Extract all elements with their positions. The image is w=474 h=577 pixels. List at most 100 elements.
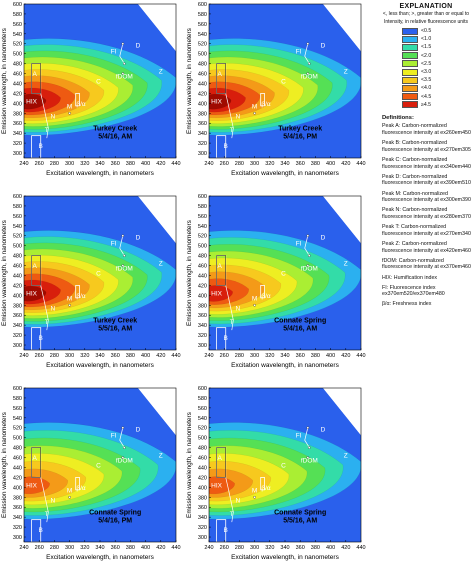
region-label: A (217, 71, 222, 78)
y-tick-label: 580 (198, 204, 207, 210)
eem-plot: A B C D TN M β/α HIX FI fDOM Z 240 260 280 300 320 340 36… (1, 194, 181, 369)
x-tick-label: 380 (311, 161, 320, 167)
region-label: β/α (261, 101, 271, 108)
hix-line (40, 477, 49, 523)
region-label: A (217, 263, 222, 270)
peak-a-box (31, 63, 41, 94)
peak-region-box (75, 477, 80, 491)
fi-line (304, 427, 310, 448)
x-tick-label: 420 (341, 161, 350, 167)
x-axis-label: Excitation wavelength, in nanometers (46, 362, 154, 369)
region-label: N (51, 305, 56, 312)
region-label: B (39, 335, 43, 342)
y-tick-label: 600 (198, 2, 207, 8)
definition-item: Peak T: Carbon-normalized fluorescence i… (382, 224, 471, 237)
y-tick-label: 560 (13, 214, 22, 220)
peak-point (306, 72, 310, 75)
x-tick-label: 420 (156, 545, 165, 551)
peak-a-box (216, 255, 226, 286)
region-label: D (136, 427, 141, 434)
peak-point (306, 456, 310, 459)
y-tick-label: 320 (13, 141, 22, 147)
fi-line (304, 235, 310, 256)
legend-swatch (402, 60, 418, 68)
legend-level-label: ≥4.5 (421, 101, 432, 108)
x-tick-label: 380 (126, 353, 135, 359)
peak-region-box (260, 93, 265, 107)
region-label: FI (111, 433, 117, 440)
x-tick-label: 240 (19, 161, 28, 167)
y-tick-label: 600 (198, 194, 207, 200)
y-tick-label: 540 (198, 224, 207, 230)
x-axis-label: Excitation wavelength, in nanometers (46, 170, 154, 177)
x-tick-label: 420 (156, 161, 165, 167)
definition-item: β/α: Freshness index (382, 301, 432, 308)
y-tick-label: 340 (198, 515, 207, 521)
y-tick-label: 560 (13, 22, 22, 28)
definition-item: Peak D: Carbon-normalized fluorescence i… (382, 173, 471, 187)
region-label: N (51, 113, 56, 120)
region-label: A (32, 263, 37, 270)
y-tick-label: 560 (198, 406, 207, 412)
eem-plot: A B C D TN M β/α HIX FI fDOM Z 240 260 280 300 320 340 36… (1, 2, 181, 177)
x-tick-label: 360 (111, 161, 120, 167)
hix-line (40, 93, 49, 139)
legend-item: <4.5 (402, 93, 474, 101)
definition-item: Peak Z: Carbon-normalized fluorescence i… (382, 240, 471, 254)
y-tick-label: 580 (13, 396, 22, 402)
eem-plot: A B C D TN M β/α HIX FI fDOM Z 240 260 280 300 320 340 36… (186, 194, 366, 369)
y-tick-label: 440 (198, 273, 207, 279)
definition-item: Peak M: Carbon-normalized fluorescence i… (382, 190, 471, 204)
legend-level-label: <3.0 (421, 69, 432, 76)
x-tick-label: 320 (80, 545, 89, 551)
legend-item: <3.0 (402, 68, 474, 76)
x-tick-label: 360 (296, 353, 305, 359)
region-label: HIX (26, 98, 38, 105)
legend-item: <3.5 (402, 76, 474, 84)
legend-swatch (402, 27, 418, 35)
legend-level-label: <4.0 (421, 85, 432, 92)
definition-item: Peak B: Carbon-normalized fluorescence i… (382, 140, 471, 153)
x-tick-label: 280 (235, 353, 244, 359)
y-tick-label: 440 (13, 81, 22, 87)
x-tick-label: 260 (35, 353, 44, 359)
peak-a-box (31, 255, 41, 286)
x-tick-label: 440 (171, 161, 180, 167)
x-tick-label: 360 (296, 545, 305, 551)
region-label: HIX (26, 290, 38, 297)
x-tick-label: 440 (356, 161, 365, 167)
definition-item: fDOM: Carbon-normalized fluorescence int… (382, 257, 471, 271)
peak-a-box (216, 63, 226, 94)
y-axis-label: Emission wavelength, in nanometers (1, 219, 8, 326)
legend-units: Intensity, in relative fluorescence unit… (383, 19, 469, 25)
peak-region-box (260, 285, 265, 299)
y-tick-label: 380 (13, 495, 22, 501)
y-tick-label: 520 (13, 234, 22, 240)
peak-point (68, 496, 71, 499)
region-label: N (236, 497, 241, 504)
legend-item: ≥4.5 (402, 101, 474, 109)
y-tick-label: 560 (198, 214, 207, 220)
y-tick-label: 420 (198, 91, 207, 97)
y-tick-label: 420 (13, 283, 22, 289)
y-tick-label: 300 (198, 535, 207, 541)
y-tick-label: 460 (198, 456, 207, 462)
y-axis-label: Emission wavelength, in nanometers (1, 411, 8, 518)
peak-point (308, 62, 311, 65)
region-label: M (67, 487, 72, 494)
legend-swatch (402, 76, 418, 84)
y-tick-label: 580 (198, 396, 207, 402)
y-tick-label: 400 (13, 101, 22, 107)
panel-subtitle: 5/4/16, AM (283, 326, 317, 333)
y-tick-label: 520 (13, 426, 22, 432)
region-label: M (67, 103, 72, 110)
definition-item: HIX: Humification index (382, 274, 438, 281)
contour-band (24, 94, 47, 110)
y-tick-label: 560 (198, 22, 207, 28)
region-label: fDOM (116, 74, 133, 81)
x-tick-label: 340 (280, 161, 289, 167)
x-axis-label: Excitation wavelength, in nanometers (231, 554, 339, 561)
panel-title: Turkey Creek (93, 318, 137, 325)
x-tick-label: 360 (111, 353, 120, 359)
